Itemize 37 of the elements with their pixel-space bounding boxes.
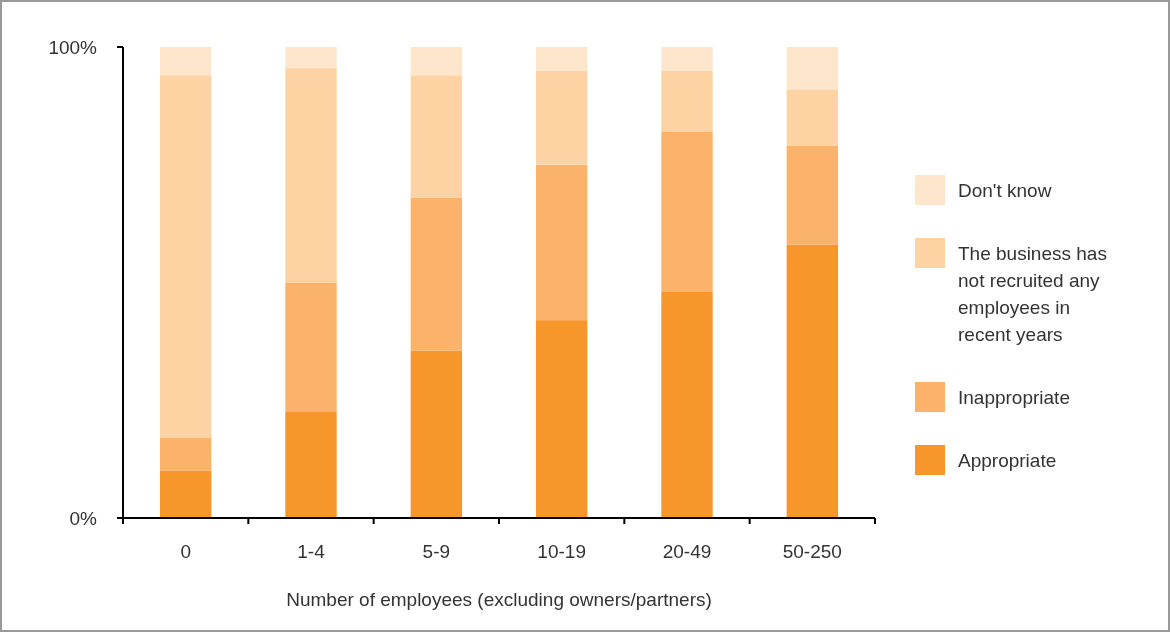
bar	[535, 47, 588, 71]
bar	[661, 131, 713, 292]
bar	[410, 197, 463, 351]
legend-label: The business has not recruited any employees in recent years	[958, 242, 1107, 345]
x-axis-title: Number of employees (excluding owners/partners)	[286, 588, 712, 610]
bar	[535, 164, 588, 321]
bar	[786, 89, 839, 146]
bar	[159, 437, 212, 471]
bar	[410, 47, 463, 76]
x-tick-label: 1-4	[297, 540, 326, 562]
bar	[159, 75, 212, 438]
x-tick-label: 10-19	[537, 540, 586, 562]
x-tick-label: 0	[180, 540, 191, 562]
y-tick-label: 0%	[69, 507, 98, 529]
bar	[285, 282, 337, 413]
bar	[410, 75, 463, 198]
bar	[661, 70, 713, 132]
bar	[285, 47, 337, 69]
bar	[786, 244, 839, 518]
bar	[786, 47, 839, 90]
y-tick-label: 100%	[48, 36, 98, 58]
legend-label: Appropriate	[958, 449, 1057, 471]
x-tick-label: 5-9	[422, 540, 451, 562]
bar	[159, 47, 212, 76]
bar	[661, 47, 713, 71]
bar	[159, 470, 212, 518]
bar	[535, 70, 588, 165]
bar	[285, 68, 337, 283]
x-tick-label: 50-250	[782, 540, 842, 562]
bar	[786, 145, 839, 245]
x-tick-label: 20-49	[662, 540, 712, 562]
bar	[410, 350, 463, 518]
bar	[661, 291, 713, 518]
bar	[285, 412, 337, 518]
legend-label: Don't know	[958, 179, 1052, 201]
legend-label: Inappropriate	[958, 386, 1070, 408]
bar	[535, 320, 588, 518]
